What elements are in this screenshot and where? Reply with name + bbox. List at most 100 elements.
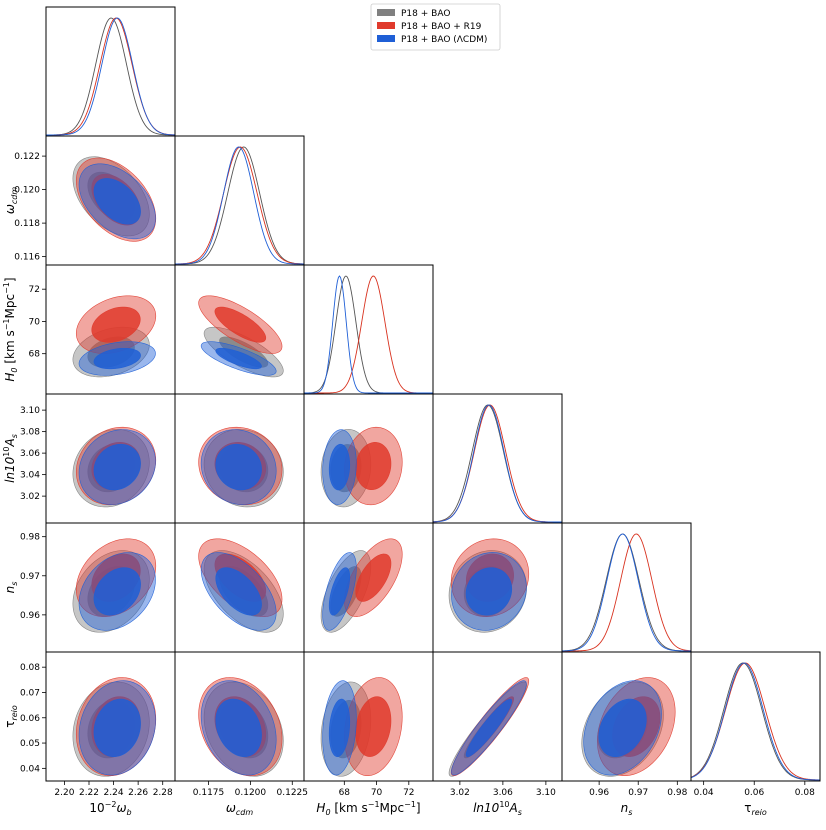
y-tick-label: 3.04 [20,471,40,481]
x-tick-label: 0.04 [694,788,714,798]
x-tick-label: 2.24 [104,788,124,798]
x-tick-label: 2.22 [79,788,99,798]
y-tick-label: 0.96 [20,611,40,621]
y-tick-label: 3.06 [20,449,40,459]
x-tick-label: 70 [371,788,383,798]
y-axis-label-ns: ns [3,582,19,594]
y-axis-label-wcdm: ωcdm [3,187,19,215]
contour-inner-ns-H0-series-2 [328,567,351,616]
contour-inner-As-wcdm-series-2 [215,443,262,491]
x-tick-label: 0.98 [667,788,687,798]
marginal-tau-series-1 [691,662,820,781]
marginal-H0-series-1 [304,275,433,394]
panel-tau-tau: 0.04 0.06 0.08 τreio [690,651,821,817]
panel-tau-ns: 0.96 0.97 0.98 ns [561,651,692,817]
contour-inner-tau-H0-series-2 [328,698,351,758]
legend-label-1: P18 + BAO + R19 [401,22,482,32]
marginal-wb-series-0 [46,17,175,136]
contour-inner-As-H0-series-2 [328,443,351,491]
y-tick-label: 0.05 [20,739,40,749]
marginal-wb-series-1 [46,17,175,136]
panel-As-wcdm [174,393,305,524]
panel-wcdm-wcdm [174,135,305,266]
y-tick-label: 0.08 [20,663,40,673]
panel-tau-H0: 68 70 72 H0 [km s−1Mpc−1] [303,651,434,817]
contour-inner-H0-wb-series-2 [93,347,141,370]
legend-label-0: P18 + BAO [401,9,450,19]
y-tick-label: 0.06 [20,714,40,724]
y-tick-label: 3.08 [20,428,40,438]
y-tick-label: 0.122 [14,152,40,162]
panel-frame [432,393,563,524]
y-tick-label: 3.10 [20,406,40,416]
panel-frame [690,651,821,782]
x-axis-label-H0: H0 [km s−1Mpc−1] [316,800,420,817]
x-axis-label-wb: 10−2ωb [89,800,131,817]
legend-swatch-2 [377,35,395,42]
panel-wcdm-wb: 0.116 0.118 0.120 0.122 ωcdm [3,135,176,266]
x-tick-label: 68 [339,788,351,798]
panel-tau-wcdm: 0.1175 0.1200 0.1225 ωcdm [174,651,309,817]
panel-As-H0 [303,393,434,524]
y-tick-label: 70 [29,317,41,327]
panel-ns-ns [561,522,692,653]
y-tick-label: 0.97 [20,572,40,582]
y-tick-label: 0.120 [14,186,40,196]
contour-inner-ns-wb-series-2 [93,567,141,616]
y-axis-label-tau: τreio [3,705,19,728]
legend-label-2: P18 + BAO (ΛCDM) [401,35,487,45]
x-tick-label: 0.97 [628,788,648,798]
x-tick-label: 0.1175 [193,788,225,798]
x-tick-label: 2.20 [54,788,74,798]
y-tick-label: 0.98 [20,533,40,543]
y-tick-label: 3.02 [20,492,40,502]
x-tick-label: 3.10 [536,788,556,798]
marginal-wcdm-series-1 [175,146,304,265]
marginal-wcdm-series-0 [175,146,304,265]
contour-inner-As-H0-series-1 [355,442,392,491]
contour-inner-H0-wcdm-series-2 [215,347,262,370]
x-tick-label: 2.26 [128,788,148,798]
contour-inner-tau-As-series-2 [465,698,513,758]
x-tick-label: 0.06 [744,788,764,798]
contour-inner-ns-wcdm-series-2 [215,567,262,616]
marginal-ns-series-1 [562,533,691,652]
y-tick-label: 0.04 [20,764,40,774]
marginal-H0-series-0 [304,275,433,394]
x-tick-label: 0.1225 [277,788,309,798]
panels-layer: 0.116 0.118 0.120 0.122 ωcdm 68 70 72 H0 [km s−1… [2,6,821,817]
marginal-As-series-2 [433,404,562,523]
x-axis-label-ns: ns [621,801,633,817]
panel-frame [174,135,305,266]
panel-tau-wb: 2.20 2.22 2.24 2.26 2.28 10−2ωb 0.04 0.05 0.06 0.… [3,651,176,817]
y-tick-label: 0.118 [14,219,40,229]
panel-ns-wcdm [174,522,305,653]
panel-ns-As [432,522,563,653]
contour-inner-H0-wcdm-series-1 [214,306,267,343]
panel-frame [45,6,176,137]
y-tick-label: 0.116 [14,253,40,263]
contour-inner-tau-ns-series-2 [598,698,647,757]
y-tick-label: 68 [29,350,41,360]
legend-swatch-1 [377,22,395,29]
marginal-ns-series-0 [562,533,691,652]
y-axis-label-H0: H0 [km s−1Mpc−1] [2,277,19,381]
marginal-tau-series-2 [691,662,820,781]
x-axis-label-tau: τreio [744,801,767,817]
contour-inner-As-wb-series-2 [93,443,141,491]
marginal-ns-series-2 [562,533,691,652]
contour-inner-tau-wb-series-2 [93,698,141,758]
marginal-wcdm-series-2 [175,146,304,265]
y-axis-label-As: ln1010As [2,434,19,483]
x-tick-label: 0.08 [795,788,815,798]
legend-swatch-0 [377,9,395,16]
marginal-wb-series-2 [46,17,175,136]
x-tick-label: 72 [403,788,414,798]
panel-ns-wb: 0.96 0.97 0.98 ns [3,522,176,653]
y-tick-label: 72 [29,285,40,295]
contour-inner-tau-wcdm-series-2 [215,698,262,758]
legend-frame [370,3,501,51]
panel-tau-As: 3.02 3.06 3.10 ln1010As [432,651,563,817]
panel-wb-wb [45,6,176,137]
contour-inner-wcdm-wb-series-2 [93,178,141,225]
